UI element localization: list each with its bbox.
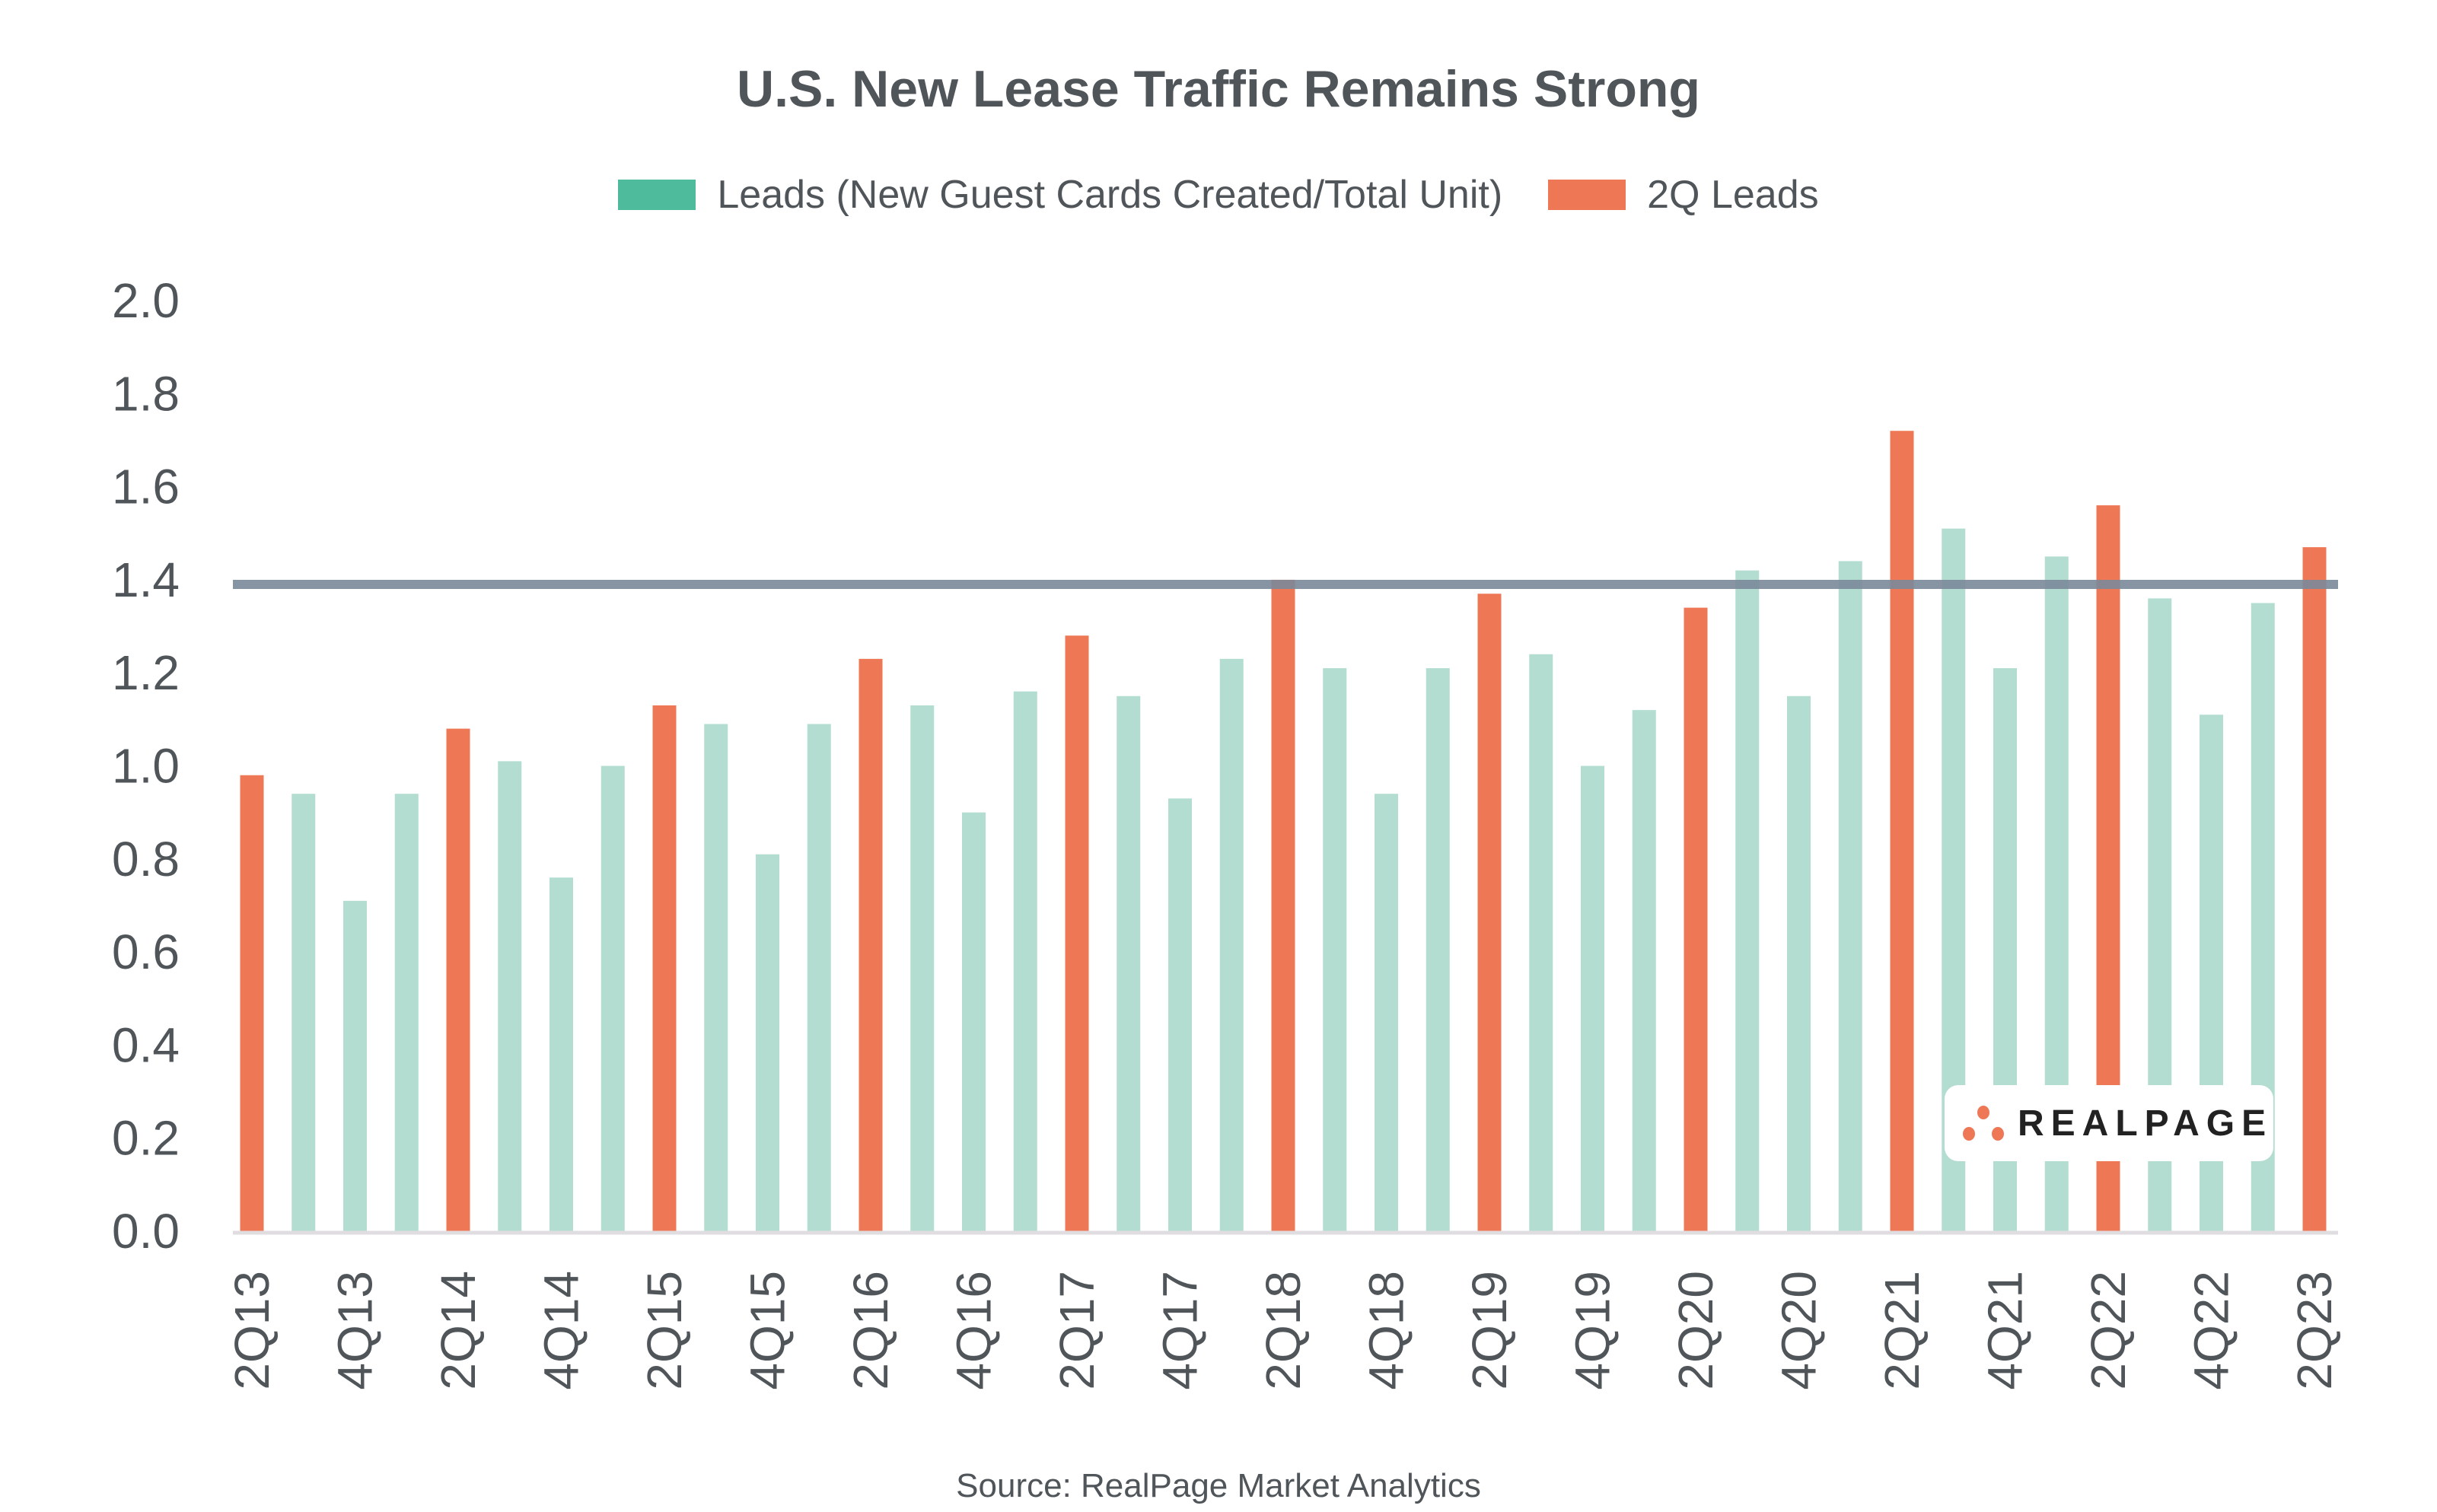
x-tick-label: 2Q16 xyxy=(843,1271,898,1390)
bar-leads xyxy=(291,794,316,1231)
bar-leads xyxy=(1581,766,1604,1231)
x-tick-label: 4Q13 xyxy=(328,1271,383,1390)
bar-leads xyxy=(1838,561,1862,1231)
bar-2q-leads xyxy=(1890,431,1914,1231)
bar-leads xyxy=(1323,668,1347,1231)
x-tick-label: 2Q22 xyxy=(2081,1271,2136,1390)
x-tick-label: 4Q20 xyxy=(1772,1271,1827,1390)
y-tick-label: 0.0 xyxy=(112,1204,180,1259)
bar-leads xyxy=(756,854,779,1231)
bar-2q-leads xyxy=(1684,607,1708,1231)
bar-leads xyxy=(807,724,831,1231)
bar-2q-leads xyxy=(2302,547,2327,1231)
x-tick-label: 4Q17 xyxy=(1153,1271,1208,1390)
y-tick-label: 1.6 xyxy=(112,460,180,514)
bar-leads xyxy=(600,766,625,1231)
bar-leads xyxy=(1529,654,1553,1231)
legend-swatch-2q-leads xyxy=(1548,180,1626,210)
realpage-logo: REALPAGE xyxy=(1945,1085,2273,1161)
y-tick-label: 2.0 xyxy=(112,273,180,328)
bar-2q-leads xyxy=(1065,635,1089,1231)
bar-2q-leads xyxy=(652,705,677,1231)
bar-leads xyxy=(1013,691,1037,1231)
legend: Leads (New Guest Cards Created/Total Uni… xyxy=(0,172,2437,218)
bar-2q-leads xyxy=(1271,579,1295,1231)
bar-leads xyxy=(550,877,573,1231)
x-tick-label: 4Q16 xyxy=(947,1271,1002,1390)
x-tick-label: 2Q13 xyxy=(225,1271,279,1390)
source-note: Source: RealPage Market Analytics xyxy=(956,1467,1481,1504)
x-tick-label: 4Q15 xyxy=(741,1271,795,1390)
bar-leads xyxy=(1168,798,1192,1231)
x-tick-label: 2Q21 xyxy=(1875,1271,1929,1390)
bar-leads xyxy=(1219,658,1244,1231)
bar-leads xyxy=(1735,570,1760,1231)
legend-label-2q-leads: 2Q Leads xyxy=(1647,173,1819,217)
legend-item-2q-leads: 2Q Leads xyxy=(1548,172,1819,218)
x-tick-label: 2Q20 xyxy=(1668,1271,1723,1390)
bar-2q-leads xyxy=(859,658,883,1231)
y-tick-label: 0.6 xyxy=(112,925,180,979)
bar-leads xyxy=(910,705,935,1231)
legend-label-leads: Leads (New Guest Cards Created/Total Uni… xyxy=(717,173,1503,217)
y-tick-label: 0.4 xyxy=(112,1017,180,1072)
x-tick-label: 4Q21 xyxy=(1978,1271,2033,1390)
bar-2q-leads xyxy=(240,775,264,1231)
chart-title: U.S. New Lease Traffic Remains Strong xyxy=(737,60,1700,118)
legend-item-leads: Leads (New Guest Cards Created/Total Uni… xyxy=(618,172,1502,218)
legend-swatch-leads xyxy=(618,180,696,210)
x-tick-label: 4Q18 xyxy=(1359,1271,1414,1390)
bar-leads xyxy=(1787,696,1811,1231)
bar-leads xyxy=(498,761,522,1231)
y-tick-label: 1.2 xyxy=(112,645,180,700)
y-tick-label: 1.4 xyxy=(112,552,180,607)
bar-leads xyxy=(1117,696,1141,1231)
x-tick-label: 2Q19 xyxy=(1462,1271,1517,1390)
logo-wordmark: REALPAGE xyxy=(2018,1103,2273,1144)
bar-2q-leads xyxy=(1477,594,1502,1231)
y-tick-label: 0.8 xyxy=(112,832,180,887)
x-tick-label: 4Q22 xyxy=(2184,1271,2239,1390)
y-tick-label: 1.0 xyxy=(112,739,180,794)
bar-leads xyxy=(394,794,419,1231)
x-tick-label: 4Q19 xyxy=(1566,1271,1620,1390)
logo-dots-icon xyxy=(1963,1103,2004,1144)
bar-leads xyxy=(343,900,367,1231)
x-tick-label: 2Q14 xyxy=(431,1271,486,1390)
y-tick-label: 1.8 xyxy=(112,366,180,421)
bar-leads xyxy=(962,812,986,1231)
bar-leads xyxy=(1632,710,1656,1231)
x-tick-label: 2Q18 xyxy=(1256,1271,1311,1390)
bar-leads xyxy=(704,724,728,1231)
x-tick-label: 4Q14 xyxy=(534,1271,589,1390)
bar-leads xyxy=(1375,794,1398,1231)
x-tick-label: 2Q17 xyxy=(1050,1271,1104,1390)
x-tick-label: 2Q23 xyxy=(2287,1271,2342,1390)
bar-leads xyxy=(1426,668,1450,1231)
y-tick-label: 0.2 xyxy=(112,1111,180,1166)
bar-2q-leads xyxy=(446,728,470,1231)
x-tick-label: 2Q15 xyxy=(637,1271,692,1390)
